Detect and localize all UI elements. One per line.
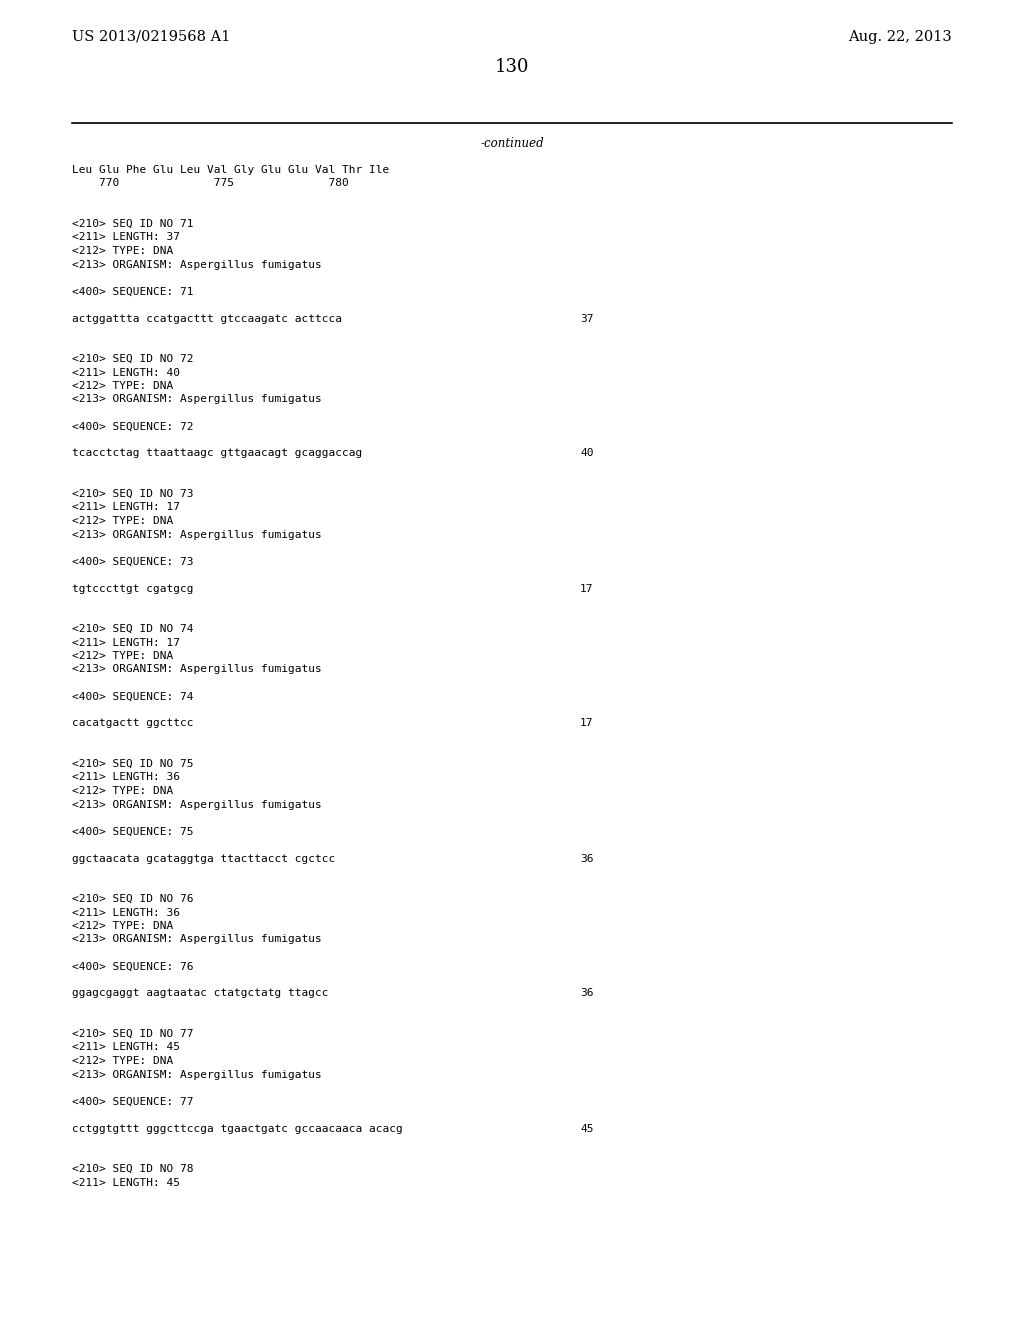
Text: cctggtgttt gggcttccga tgaactgatc gccaacaaca acacg: cctggtgttt gggcttccga tgaactgatc gccaaca… [72,1123,402,1134]
Text: <211> LENGTH: 40: <211> LENGTH: 40 [72,367,180,378]
Text: <210> SEQ ID NO 72: <210> SEQ ID NO 72 [72,354,194,364]
Text: <212> TYPE: DNA: <212> TYPE: DNA [72,1056,173,1067]
Text: <210> SEQ ID NO 76: <210> SEQ ID NO 76 [72,894,194,904]
Text: <211> LENGTH: 45: <211> LENGTH: 45 [72,1043,180,1052]
Text: 770              775              780: 770 775 780 [72,178,349,189]
Text: 17: 17 [580,583,594,594]
Text: Aug. 22, 2013: Aug. 22, 2013 [848,30,952,44]
Text: cacatgactt ggcttcc: cacatgactt ggcttcc [72,718,194,729]
Text: 45: 45 [580,1123,594,1134]
Text: <210> SEQ ID NO 75: <210> SEQ ID NO 75 [72,759,194,770]
Text: 40: 40 [580,449,594,458]
Text: <212> TYPE: DNA: <212> TYPE: DNA [72,381,173,391]
Text: ggagcgaggt aagtaatac ctatgctatg ttagcc: ggagcgaggt aagtaatac ctatgctatg ttagcc [72,989,329,998]
Text: Leu Glu Phe Glu Leu Val Gly Glu Glu Val Thr Ile: Leu Glu Phe Glu Leu Val Gly Glu Glu Val … [72,165,389,176]
Text: <211> LENGTH: 17: <211> LENGTH: 17 [72,503,180,512]
Text: <213> ORGANISM: Aspergillus fumigatus: <213> ORGANISM: Aspergillus fumigatus [72,800,322,809]
Text: actggattta ccatgacttt gtccaagatc acttcca: actggattta ccatgacttt gtccaagatc acttcca [72,314,342,323]
Text: 17: 17 [580,718,594,729]
Text: <212> TYPE: DNA: <212> TYPE: DNA [72,785,173,796]
Text: <400> SEQUENCE: 73: <400> SEQUENCE: 73 [72,557,194,566]
Text: <213> ORGANISM: Aspergillus fumigatus: <213> ORGANISM: Aspergillus fumigatus [72,260,322,269]
Text: <213> ORGANISM: Aspergillus fumigatus: <213> ORGANISM: Aspergillus fumigatus [72,935,322,945]
Text: tgtcccttgt cgatgcg: tgtcccttgt cgatgcg [72,583,194,594]
Text: <213> ORGANISM: Aspergillus fumigatus: <213> ORGANISM: Aspergillus fumigatus [72,1069,322,1080]
Text: 130: 130 [495,58,529,77]
Text: <211> LENGTH: 36: <211> LENGTH: 36 [72,772,180,783]
Text: <400> SEQUENCE: 74: <400> SEQUENCE: 74 [72,692,194,701]
Text: <212> TYPE: DNA: <212> TYPE: DNA [72,651,173,661]
Text: <212> TYPE: DNA: <212> TYPE: DNA [72,516,173,525]
Text: <213> ORGANISM: Aspergillus fumigatus: <213> ORGANISM: Aspergillus fumigatus [72,395,322,404]
Text: -continued: -continued [480,137,544,150]
Text: 37: 37 [580,314,594,323]
Text: ggctaacata gcataggtga ttacttacct cgctcc: ggctaacata gcataggtga ttacttacct cgctcc [72,854,335,863]
Text: <400> SEQUENCE: 77: <400> SEQUENCE: 77 [72,1097,194,1106]
Text: tcacctctag ttaattaagc gttgaacagt gcaggaccag: tcacctctag ttaattaagc gttgaacagt gcaggac… [72,449,362,458]
Text: <400> SEQUENCE: 75: <400> SEQUENCE: 75 [72,826,194,837]
Text: <210> SEQ ID NO 77: <210> SEQ ID NO 77 [72,1030,194,1039]
Text: <211> LENGTH: 36: <211> LENGTH: 36 [72,908,180,917]
Text: <211> LENGTH: 37: <211> LENGTH: 37 [72,232,180,243]
Text: <400> SEQUENCE: 76: <400> SEQUENCE: 76 [72,961,194,972]
Text: <210> SEQ ID NO 71: <210> SEQ ID NO 71 [72,219,194,228]
Text: <211> LENGTH: 17: <211> LENGTH: 17 [72,638,180,648]
Text: <400> SEQUENCE: 72: <400> SEQUENCE: 72 [72,421,194,432]
Text: 36: 36 [580,854,594,863]
Text: <213> ORGANISM: Aspergillus fumigatus: <213> ORGANISM: Aspergillus fumigatus [72,529,322,540]
Text: <211> LENGTH: 45: <211> LENGTH: 45 [72,1177,180,1188]
Text: <212> TYPE: DNA: <212> TYPE: DNA [72,246,173,256]
Text: US 2013/0219568 A1: US 2013/0219568 A1 [72,30,230,44]
Text: <400> SEQUENCE: 71: <400> SEQUENCE: 71 [72,286,194,297]
Text: <210> SEQ ID NO 78: <210> SEQ ID NO 78 [72,1164,194,1173]
Text: 36: 36 [580,989,594,998]
Text: <212> TYPE: DNA: <212> TYPE: DNA [72,921,173,931]
Text: <210> SEQ ID NO 73: <210> SEQ ID NO 73 [72,488,194,499]
Text: <210> SEQ ID NO 74: <210> SEQ ID NO 74 [72,624,194,634]
Text: <213> ORGANISM: Aspergillus fumigatus: <213> ORGANISM: Aspergillus fumigatus [72,664,322,675]
